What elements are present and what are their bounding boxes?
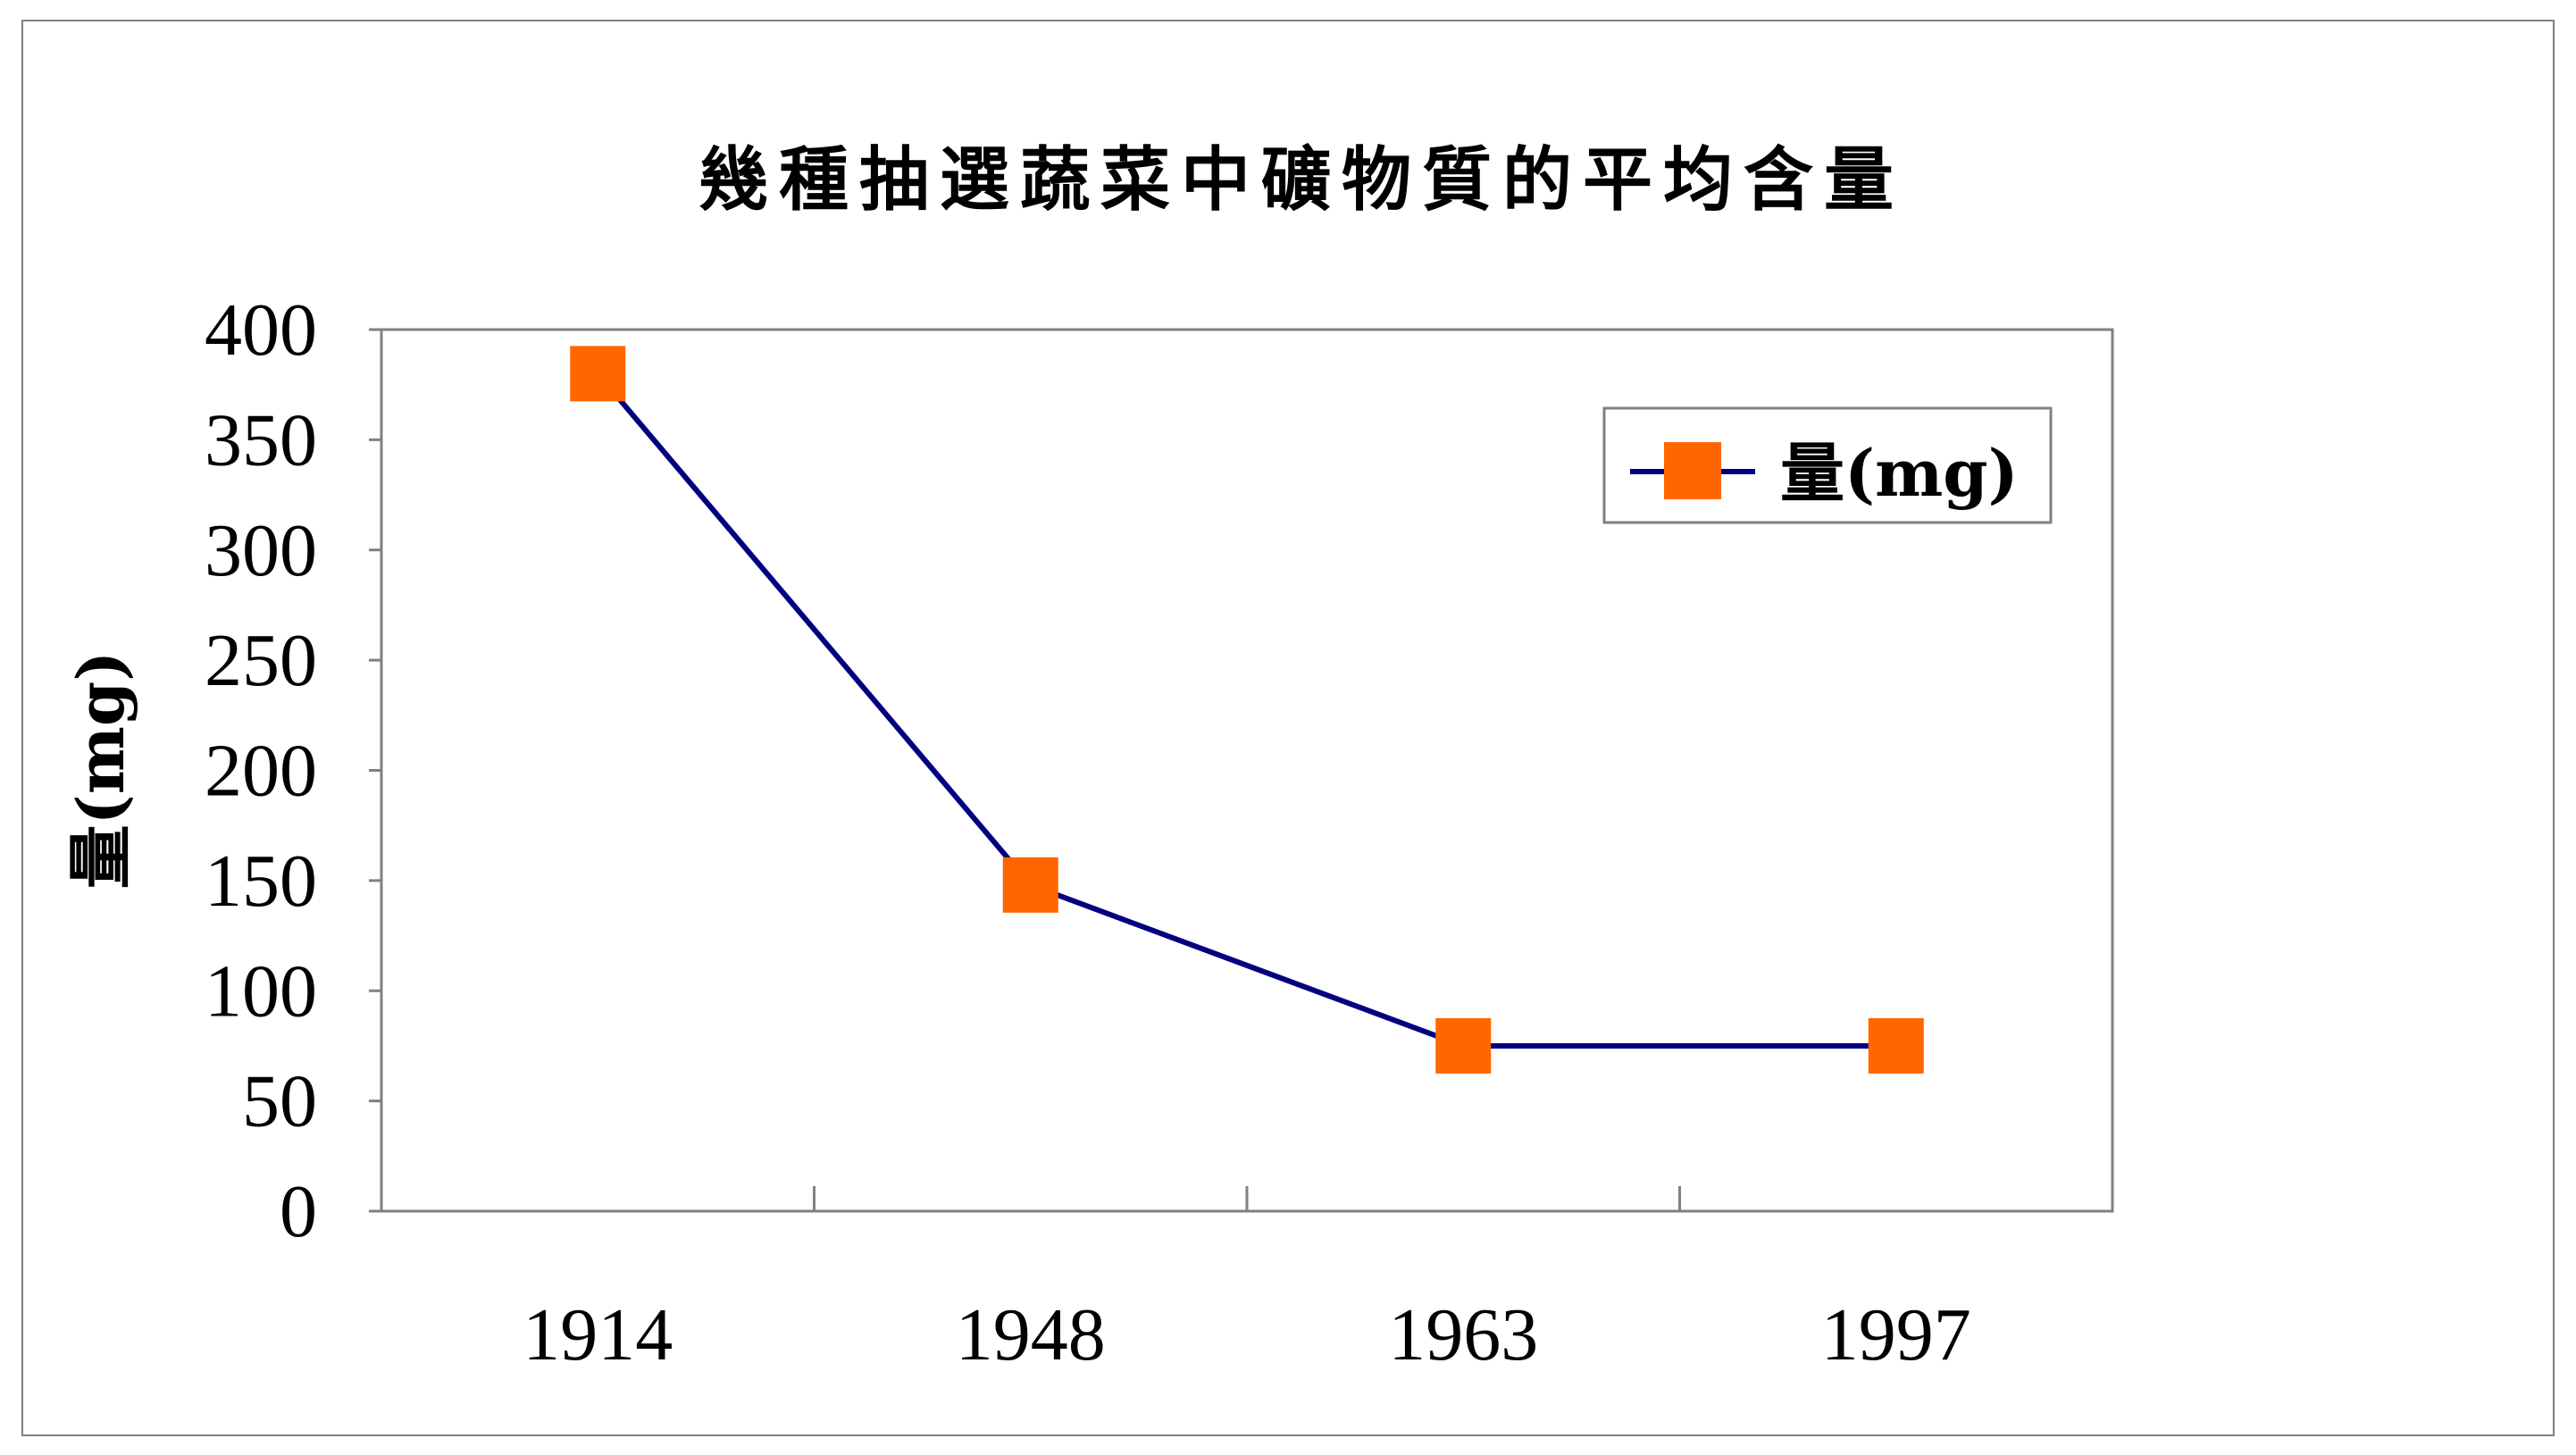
- y-tick-label: 250: [205, 619, 317, 702]
- x-tick-label: 1997: [1821, 1293, 1971, 1376]
- legend-marker-swatch: [1664, 442, 1721, 499]
- data-point-1963: [1435, 1017, 1492, 1074]
- x-tick-label: 1948: [956, 1293, 1106, 1376]
- y-tick-label: 350: [205, 398, 317, 481]
- y-tick-label: 0: [280, 1170, 317, 1253]
- data-point-1997: [1868, 1017, 1924, 1074]
- legend-box: [1602, 406, 2053, 524]
- legend-label: 量(mg): [1780, 435, 2019, 511]
- y-tick-label: 100: [205, 949, 317, 1033]
- y-axis-label: 量(mg): [63, 651, 138, 890]
- y-tick-label: 200: [205, 730, 317, 813]
- legend: 量(mg): [1602, 406, 2053, 524]
- y-axis: 0 50 100 150 200 250 300 350 400: [205, 288, 381, 1253]
- x-axis: 1914 1948 1963 1997: [523, 1186, 1971, 1376]
- y-tick-label: 150: [205, 840, 317, 923]
- y-tick-label: 300: [205, 509, 317, 592]
- x-tick-label: 1914: [523, 1293, 673, 1376]
- y-tick-label: 400: [205, 288, 317, 372]
- data-point-1914: [570, 346, 626, 402]
- series-layer: [570, 346, 1924, 1074]
- x-tick-label: 1963: [1388, 1293, 1538, 1376]
- chart-title: 幾種抽選蔬菜中礦物質的平均含量: [698, 139, 1904, 221]
- series-line: [595, 372, 1896, 1049]
- y-tick-label: 50: [242, 1060, 317, 1143]
- data-point-1948: [1002, 857, 1058, 913]
